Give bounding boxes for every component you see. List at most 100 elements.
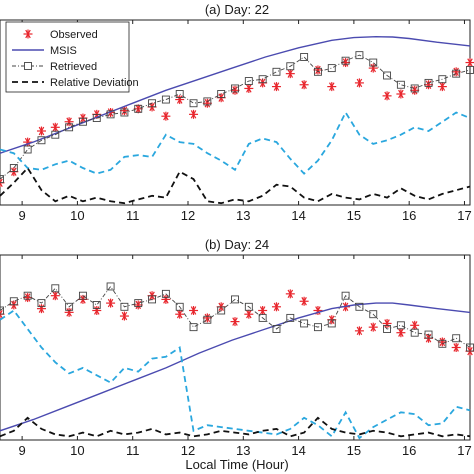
x-axis-label: Local Time (Hour) bbox=[185, 457, 288, 472]
series-retrieved-point bbox=[369, 310, 378, 319]
panel-a: 9 10 11 12 13 14 15 16 17 bbox=[0, 19, 474, 223]
series-retrieved-point bbox=[203, 315, 212, 324]
series-retrieved-point bbox=[217, 306, 226, 315]
x-tick-label: 14 bbox=[291, 443, 305, 458]
series-observed-point bbox=[258, 306, 268, 315]
legend: Observed MSIS Retrieved Relative Deviati… bbox=[5, 21, 139, 93]
series-retrieved-point bbox=[134, 104, 143, 113]
legend-entry-retrieved: Retrieved bbox=[12, 61, 97, 73]
series-observed-point bbox=[396, 89, 406, 99]
series-retrieved-point bbox=[438, 75, 447, 84]
series-observed-point bbox=[299, 296, 309, 306]
series-observed-point bbox=[119, 311, 129, 321]
series-observed-point bbox=[354, 78, 364, 88]
x-tick-label: 10 bbox=[70, 208, 84, 223]
legend-marker-retrieved bbox=[12, 62, 44, 70]
series-retrieved-point bbox=[120, 302, 129, 311]
series-relative-deviation-line bbox=[0, 416, 471, 438]
x-tick-label: 17 bbox=[457, 443, 471, 458]
legend-label-observed: Observed bbox=[50, 29, 98, 41]
series-observed-point bbox=[299, 80, 309, 90]
series-observed-point bbox=[133, 300, 143, 310]
panel-a-title: (a) Day: 22 bbox=[205, 2, 269, 17]
series-retrieved-point bbox=[148, 99, 157, 108]
series-retrieved-point bbox=[0, 306, 4, 315]
series-retrieved-point bbox=[51, 130, 60, 139]
x-tick-label: 10 bbox=[70, 443, 84, 458]
series-relative-deviation-line bbox=[0, 166, 471, 205]
series-retrieved-point bbox=[37, 136, 46, 145]
series-observed-point bbox=[161, 294, 171, 304]
panel-b: 9 10 11 12 13 14 15 16 17 bbox=[0, 254, 474, 458]
series-observed-point bbox=[396, 328, 406, 338]
series-observed-point bbox=[106, 298, 116, 308]
x-tick-label: 13 bbox=[236, 443, 250, 458]
series-observed-point bbox=[285, 289, 295, 299]
series-observed-point bbox=[36, 126, 46, 136]
series-observed-point bbox=[354, 326, 364, 336]
series-retrieved-point bbox=[134, 299, 143, 308]
series-observed-point bbox=[368, 322, 378, 332]
series-retrieved-point bbox=[189, 323, 198, 332]
series-retrieved-point bbox=[244, 302, 253, 311]
series-observed-point bbox=[451, 343, 461, 352]
series-retrieved-point bbox=[341, 291, 350, 300]
series-retrieved-point bbox=[438, 339, 447, 348]
series-retrieved-point bbox=[9, 297, 18, 306]
series-retrieved-point bbox=[383, 71, 392, 80]
x-tick-label: 13 bbox=[236, 208, 250, 223]
series-retrieved-point bbox=[313, 323, 322, 332]
x-tick-label: 11 bbox=[126, 208, 140, 223]
series-retrieved-point bbox=[424, 330, 433, 339]
series-retrieved-point bbox=[106, 110, 115, 119]
series-observed-point bbox=[119, 106, 129, 116]
series-observed-point bbox=[189, 109, 199, 119]
series-observed-point bbox=[23, 293, 33, 303]
x-tick-label: 11 bbox=[126, 443, 140, 458]
series-retrieved-point bbox=[51, 284, 60, 293]
series-retrieved-point bbox=[106, 282, 115, 291]
series-observed-point bbox=[382, 91, 392, 101]
series-retrieved-point bbox=[313, 67, 322, 76]
series-observed-point bbox=[437, 82, 447, 92]
legend-entry-relative-deviation: Relative Deviation bbox=[12, 77, 139, 89]
series-retrieved-point bbox=[355, 51, 364, 60]
series-retrieved-point bbox=[258, 75, 267, 84]
legend-asterisk-mark bbox=[23, 29, 33, 39]
series-retrieved-point bbox=[78, 117, 87, 126]
series-retrieved-point bbox=[231, 84, 239, 93]
series-observed-point bbox=[92, 306, 102, 315]
x-tick-label: 12 bbox=[181, 208, 195, 223]
series-observed-point bbox=[230, 317, 240, 327]
series-observed-point bbox=[437, 337, 447, 347]
series-retrieved-point bbox=[452, 334, 461, 343]
series-retrieved-point bbox=[65, 123, 74, 132]
legend-square-mark bbox=[24, 62, 32, 70]
series-observed-point bbox=[271, 82, 281, 92]
series-observed-point bbox=[23, 137, 33, 147]
series-observed-point bbox=[327, 82, 337, 92]
series-retrieved-point bbox=[189, 99, 198, 108]
series-retrieved-point bbox=[23, 145, 32, 154]
series-retrieved-point bbox=[120, 108, 129, 117]
x-tick-label: 9 bbox=[19, 208, 26, 223]
series-observed-point bbox=[50, 291, 60, 301]
series-retrieved-line bbox=[0, 285, 471, 348]
x-tick-label: 9 bbox=[19, 443, 26, 458]
series-observed-point bbox=[230, 85, 240, 95]
series-retrieved-point bbox=[217, 90, 226, 98]
series-observed-point bbox=[271, 302, 281, 312]
series-retrieved-point bbox=[92, 114, 101, 123]
series-retrieved-point bbox=[300, 319, 309, 328]
series-retrieved-point bbox=[369, 58, 378, 67]
series-retrieved-point bbox=[231, 295, 239, 304]
plot-frame bbox=[0, 19, 471, 206]
panel-b-title: (b) Day: 24 bbox=[205, 237, 269, 252]
series-retrieved-point bbox=[9, 164, 18, 172]
series-retrieved-point bbox=[396, 321, 405, 330]
series-msis-line bbox=[0, 302, 471, 432]
series-observed-point bbox=[64, 117, 74, 127]
series-observed-point bbox=[64, 307, 74, 317]
series-observed-point bbox=[285, 69, 295, 79]
x-tick-label: 16 bbox=[402, 443, 416, 458]
